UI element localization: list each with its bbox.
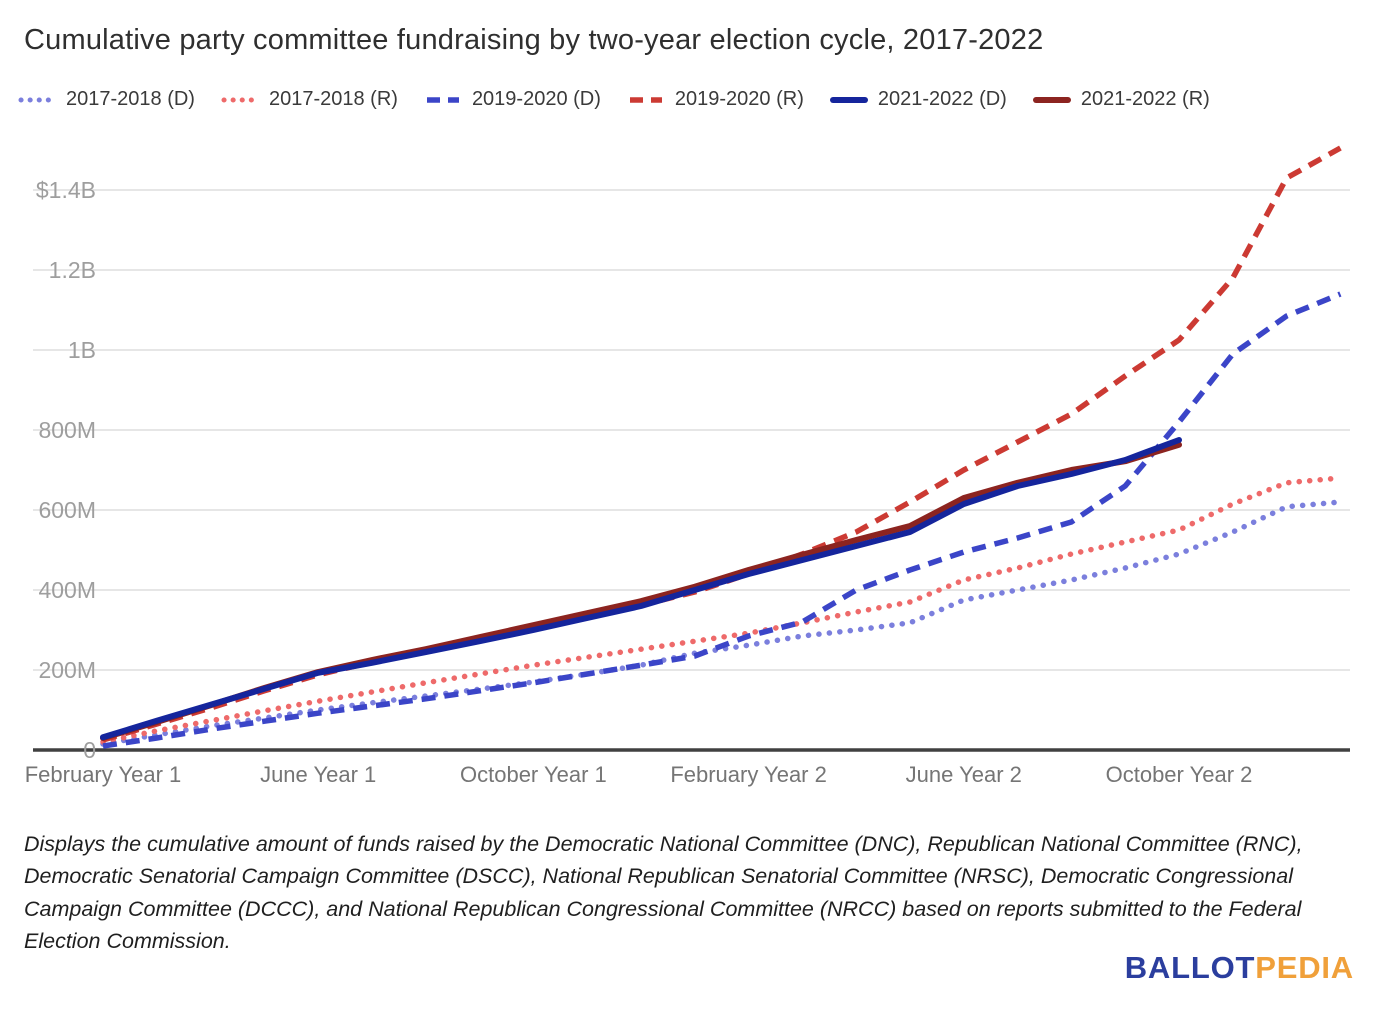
legend-label-2021-2022-d: 2021-2022 (D) (877, 88, 1007, 110)
legend-item-2021-2022-d: 2021-2022 (D) (829, 88, 1007, 111)
legend-label-2021-2022-r: 2021-2022 (R) (1080, 88, 1210, 110)
x-tick-june-year-1: June Year 1 (260, 762, 377, 787)
legend-item-2019-2020-r: 2019-2020 (R) (627, 88, 804, 111)
legend-label-2017-2018-r: 2017-2018 (R) (268, 88, 398, 110)
legend-swatch-2017-2018-d-icon (18, 97, 56, 102)
y-tick-800m: 800M (38, 417, 96, 443)
y-tick-0: 0 (83, 737, 96, 763)
legend-label-2019-2020-d: 2019-2020 (D) (471, 88, 601, 110)
legend-swatch-2021-2022-r-icon (1032, 96, 1071, 103)
x-tick-february-year-2: February Year 2 (670, 762, 827, 787)
legend-item-2017-2018-d: 2017-2018 (D) (18, 88, 195, 111)
y-tick-400m: 400M (38, 577, 96, 603)
legend-label-2017-2018-d: 2017-2018 (D) (66, 88, 195, 110)
x-tick-june-year-2: June Year 2 (905, 762, 1022, 787)
chart-title: Cumulative party committee fundraising b… (24, 24, 1044, 56)
x-tick-october-year-2: October Year 2 (1105, 762, 1253, 787)
series-line-2019-2020-d (102, 291, 1342, 749)
legend-item-2019-2020-d: 2019-2020 (D) (424, 88, 601, 111)
ballotpedia-logo: BALLOTPEDIA (1125, 950, 1354, 986)
chart-svg (33, 145, 1350, 752)
series-line-2017-2018-d (100, 499, 1344, 747)
y-tick-200m: 200M (38, 657, 96, 683)
chart-legend: 2017-2018 (D) 2017-2018 (R) 2019-2020 (D) 2… (18, 88, 1210, 111)
x-tick-october-year-1: October Year 1 (460, 762, 607, 787)
legend-swatch-2021-2022-d-icon (829, 96, 868, 103)
y-tick-600m: 600M (38, 497, 96, 523)
legend-swatch-2019-2020-r-icon (629, 96, 662, 103)
logo-text-pedia: PEDIA (1255, 950, 1354, 985)
y-tick-1-2b: 1.2B (48, 257, 96, 283)
legend-swatch-2019-2020-d-icon (426, 96, 459, 103)
chart-footnote: Displays the cumulative amount of funds … (24, 832, 1303, 953)
legend-item-2021-2022-r: 2021-2022 (R) (1032, 88, 1210, 111)
legend-item-2017-2018-r: 2017-2018 (R) (221, 88, 398, 111)
legend-swatch-2017-2018-r-icon (221, 97, 259, 102)
y-tick-1b: 1B (67, 337, 96, 363)
series-line-2019-2020-r (102, 145, 1342, 743)
series-line-2021-2022-d (100, 437, 1182, 741)
logo-text-ballot: BALLOT (1124, 950, 1256, 985)
y-tick-1-4b: $1.4B (35, 177, 96, 203)
legend-label-2019-2020-r: 2019-2020 (R) (674, 88, 804, 110)
series-line-2017-2018-r (100, 475, 1344, 745)
x-tick-february-year-1: February Year 1 (24, 762, 182, 787)
